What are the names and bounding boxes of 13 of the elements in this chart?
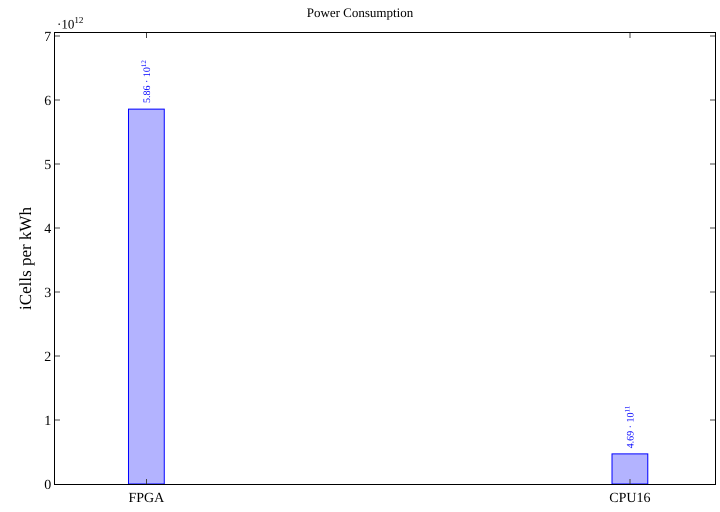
- y-tick-label: 5: [44, 158, 52, 174]
- y-tick-label: 2: [44, 350, 52, 365]
- y-tick-label: 3: [44, 286, 52, 301]
- y-axis-title: iCells per kWh: [16, 206, 35, 310]
- text: ·10$^{12}$: [57, 15, 84, 32]
- y-tick-label: 6: [44, 94, 52, 110]
- y-tick-label: 4: [44, 222, 52, 238]
- chart-title: Power Consumption: [306, 4, 414, 20]
- y-tick-label: 1: [44, 414, 52, 429]
- x-tick-label: FPGA: [128, 490, 166, 506]
- x-tick-label: CPU16: [609, 490, 651, 506]
- y-tick-label: 0: [44, 478, 52, 493]
- y-tick-label: 7: [44, 30, 52, 46]
